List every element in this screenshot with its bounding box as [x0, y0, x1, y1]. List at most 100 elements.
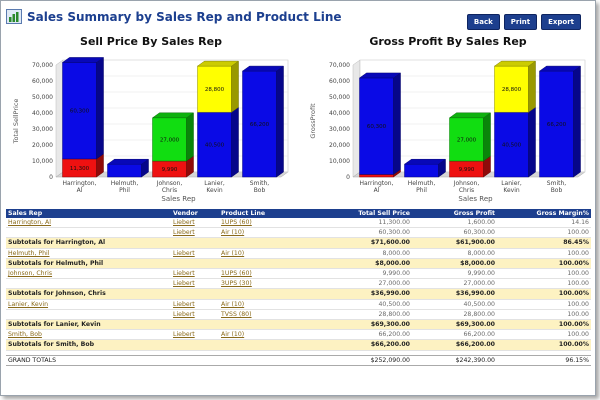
cell-total-sell-price: 66,200.00	[304, 329, 412, 341]
y-tick-label: 60,000	[32, 78, 53, 85]
cell-gross-profit: 1,600.00	[412, 218, 497, 229]
grand-total-row: GRAND TOTALS $252,090.00 $242,390.00 96.15%	[6, 354, 591, 366]
chart-title: Sell Price By Sales Rep	[80, 35, 222, 48]
cell-product-line-link[interactable]: Air (10)	[221, 331, 245, 339]
cell-sales-rep-link[interactable]: Smith, Bob	[8, 331, 42, 339]
cell-product-line-link[interactable]: Air (10)	[221, 300, 245, 308]
bar-top	[151, 112, 195, 119]
cell-vendor-link[interactable]: Liebert	[173, 219, 195, 226]
col-gross-margin[interactable]: Gross Margin%	[497, 209, 591, 218]
data-label: 9,990	[459, 167, 475, 173]
col-gross-profit[interactable]: Gross Profit	[412, 209, 497, 218]
bar-top	[106, 158, 150, 165]
bar-segment: 66,200	[241, 65, 285, 178]
subtotal-row: Subtotals for Harrington, Al $71,600.00 $6…	[6, 237, 591, 249]
print-button[interactable]: Print	[503, 14, 538, 30]
cell-sales-rep-link[interactable]: Helmuth, Phil	[8, 249, 50, 257]
x-tick-line: Harrington,	[62, 180, 96, 187]
table-row: Johnson, Chris Liebert 1UPS (60) 9,990.00 9,…	[6, 268, 591, 280]
bar-side	[483, 112, 491, 162]
cell-gross-profit: $8,000.00	[412, 258, 497, 270]
cell-gross-profit: 9,990.00	[412, 268, 497, 280]
subtotal-row: Subtotals for Smith, Bob $66,200.00 $66,20…	[6, 339, 591, 351]
cell-vendor-link[interactable]: Liebert	[173, 300, 195, 308]
cell-gross-profit: $66,200.00	[412, 339, 497, 351]
cell-vendor-link[interactable]: Liebert	[173, 331, 195, 339]
data-label: 60,300	[70, 109, 90, 115]
cell-vendor-link[interactable]: Liebert	[173, 310, 195, 318]
cell-product-line-link[interactable]: Air (10)	[221, 229, 245, 237]
x-tick-line: Kevin	[503, 187, 520, 194]
x-tick-label: Helmuth, Phil	[111, 180, 139, 194]
cell-gross-profit: $61,900.00	[412, 237, 497, 249]
x-tick-text: Harrington, Al	[359, 180, 393, 194]
bar-front	[359, 77, 394, 175]
cell-product-line-link[interactable]: 1UPS (60)	[221, 270, 252, 278]
col-sales-rep[interactable]: Sales Rep	[6, 209, 171, 218]
col-vendor[interactable]: Vendor	[171, 209, 219, 218]
data-label: 66,200	[250, 122, 270, 128]
cell-product-line-link[interactable]: 1UPS (60)	[221, 219, 252, 226]
bar-side	[573, 65, 581, 178]
cell-total-sell-price: $36,990.00	[304, 288, 412, 300]
bar-segment: 28,800	[493, 60, 537, 113]
bar-segment: 40,500	[493, 106, 537, 178]
chart-title: Gross Profit By Sales Rep	[369, 35, 527, 48]
cell-sales-rep-link[interactable]: Harrington, Al	[8, 219, 52, 226]
x-tick-line: Phil	[119, 187, 130, 194]
cell-gross-margin: 100.00	[497, 329, 591, 341]
cell-total-sell-price: $8,000.00	[304, 258, 412, 270]
cell-vendor-link[interactable]: Liebert	[173, 280, 195, 288]
cell-gross-margin: 100.00%	[497, 258, 591, 270]
data-label: 60,300	[367, 124, 387, 130]
side-wall	[55, 59, 64, 178]
x-tick-line: Johnson,	[156, 180, 183, 187]
subtotal-row: Subtotals for Helmuth, Phil $8,000.00 $8,0…	[6, 258, 591, 270]
bar-side	[528, 60, 536, 113]
cell-total-sell-price: 11,300.00	[304, 218, 412, 229]
cell-product-line-link[interactable]: Air (10)	[221, 249, 245, 257]
back-button[interactable]: Back	[466, 14, 500, 30]
cell-product-line-link[interactable]: 3UPS (30)	[221, 280, 252, 288]
cell-gross-margin: 100.00	[497, 268, 591, 280]
data-label: 9,990	[162, 167, 178, 173]
cell-gross-profit: 28,800.00	[412, 309, 497, 321]
col-product-line[interactable]: Product Line	[219, 209, 304, 218]
cell-vendor: Liebert	[171, 329, 219, 341]
table-row: Smith, Bob Liebert Air (10) 66,200.00 66,200…	[6, 329, 591, 341]
data-label: 11,300	[70, 166, 90, 172]
x-tick-text: Harrington, Al	[62, 180, 96, 194]
cell-gross-margin: 100.00%	[497, 339, 591, 351]
cell-gross-margin: 100.00	[497, 309, 591, 321]
y-tick-label: 50,000	[32, 94, 53, 101]
cell-vendor-link[interactable]: Liebert	[173, 229, 195, 237]
cell-product-line: 3UPS (30)	[219, 278, 304, 290]
cell-vendor-link[interactable]: Liebert	[173, 249, 195, 257]
y-tick-label: 30,000	[329, 126, 350, 133]
bar-front	[107, 163, 142, 178]
cell-total-sell-price: 9,990.00	[304, 268, 412, 280]
export-button[interactable]: Export	[541, 14, 581, 30]
x-tick-text: Johnson, Chris	[156, 180, 183, 194]
cell-sales-rep	[6, 278, 171, 290]
cell-total-sell-price: 40,500.00	[304, 299, 412, 310]
cell-sales-rep-link[interactable]: Lanier, Kevin	[8, 300, 49, 308]
y-tick-label: 10,000	[329, 158, 350, 165]
cell-vendor: Liebert	[171, 268, 219, 280]
cell-sales-rep-link[interactable]: Johnson, Chris	[8, 270, 53, 278]
cell-vendor-link[interactable]: Liebert	[173, 270, 195, 278]
x-tick-line: Phil	[416, 187, 427, 194]
cell-product-line: TVSS (80)	[219, 309, 304, 321]
cell-sales-rep: Harrington, Al	[6, 218, 171, 229]
x-tick-line: Chris	[162, 187, 177, 194]
y-tick-label: 70,000	[329, 62, 350, 69]
sell-price-chart-svg: 70,000 60,000 50,000 40,000 30,000 20,000 10,0…	[12, 56, 289, 203]
table-row: Lanier, Kevin Liebert Air (10) 40,500.00 40,…	[6, 299, 591, 310]
bar-segment: 60,300	[358, 72, 402, 175]
bar-segment: 40,500	[196, 106, 240, 178]
table-row: Harrington, Al Liebert 1UPS (60) 11,300.00 1…	[6, 218, 591, 229]
x-tick-line: Al	[374, 187, 380, 194]
bar-segment: 60,300	[61, 56, 105, 160]
col-total-sell-price[interactable]: Total Sell Price	[304, 209, 412, 218]
cell-product-line-link[interactable]: TVSS (80)	[221, 310, 252, 318]
